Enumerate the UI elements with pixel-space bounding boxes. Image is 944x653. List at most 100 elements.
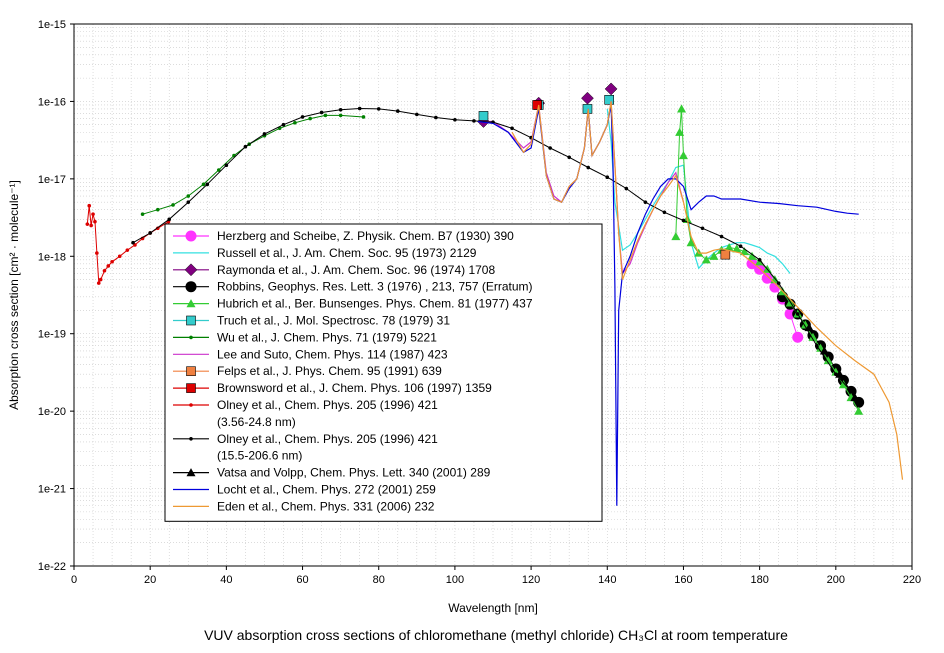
data-point: [281, 122, 286, 127]
legend-label: Russell et al., J. Am. Chem. Soc. 95 (19…: [217, 246, 477, 260]
data-point: [681, 218, 686, 223]
data-point: [293, 120, 297, 125]
data-point: [784, 308, 796, 320]
data-point: [709, 251, 719, 260]
y-axis-label: Absorption cross section [cm² · molecule…: [7, 180, 21, 410]
y-tick-label: 1e-21: [38, 484, 66, 496]
data-point: [186, 383, 196, 393]
y-tick-label: 1e-18: [38, 251, 66, 263]
data-point: [739, 247, 749, 256]
data-point: [795, 312, 800, 316]
data-point: [720, 249, 731, 260]
data-point: [453, 117, 457, 122]
x-tick-label: 160: [674, 574, 692, 586]
legend-label: Truch et al., J. Mol. Spectrosc. 78 (197…: [217, 314, 450, 328]
x-tick-label: 40: [220, 574, 232, 586]
data-point: [732, 244, 742, 253]
plot-frame: [73, 23, 913, 567]
data-point: [532, 100, 542, 110]
legend-item: Wu et al., J. Chem. Phys. 71 (1979) 5221: [173, 330, 437, 344]
legend-label: Brownsword et al., J. Chem. Phys. 106 (1…: [217, 381, 492, 395]
legend-item: Vatsa and Volpp, Chem. Phys. Lett. 340 (…: [173, 466, 491, 480]
data-point: [678, 151, 688, 160]
legend-label: Lee and Suto, Chem. Phys. 114 (1987) 423: [217, 347, 448, 361]
legend-label: Robbins, Geophys. Res. Lett. 3 (1976) , …: [217, 280, 533, 294]
y-tick-label: 1e-17: [38, 174, 66, 186]
legend-item: Robbins, Geophys. Res. Lett. 3 (1976) , …: [173, 280, 533, 294]
series-14: [511, 101, 904, 480]
data-point: [510, 126, 514, 131]
data-point: [131, 240, 135, 245]
legend-item: Eden et al., Chem. Phys. 331 (2006) 232: [173, 499, 435, 513]
data-point: [835, 369, 845, 378]
data-point: [823, 356, 833, 365]
data-point: [677, 104, 687, 113]
axis-ticks: 0 20 40 60 80 100 120 140 160 180 200 220 1e-15 1e-16…: [38, 19, 921, 586]
data-point: [776, 281, 781, 285]
data-point: [95, 251, 99, 255]
legend-item: Lee and Suto, Chem. Phys. 114 (1987) 423: [173, 347, 448, 361]
data-point: [110, 259, 114, 264]
data-point: [838, 380, 848, 389]
data-point: [850, 393, 860, 402]
legend-label-note: (3.56-24.8 nm): [217, 415, 296, 429]
legend-label: Wu et al., J. Chem. Phys. 71 (1979) 5221: [217, 330, 437, 344]
x-tick-label: 220: [903, 574, 921, 586]
data-point: [156, 207, 160, 212]
data-point: [434, 115, 438, 120]
legend-label: Olney et al., Chem. Phys. 205 (1996) 421: [217, 398, 438, 412]
data-point: [186, 366, 196, 377]
series-10: [85, 203, 171, 285]
data-point: [605, 175, 610, 180]
data-point: [102, 268, 107, 273]
data-point: [738, 244, 743, 248]
series-12: [804, 323, 860, 402]
data-point: [243, 144, 248, 149]
data-point: [859, 400, 863, 405]
data-point: [262, 132, 267, 136]
data-point: [185, 230, 197, 242]
data-point: [117, 254, 122, 259]
data-point: [308, 116, 312, 121]
data-point: [376, 107, 381, 111]
data-point: [205, 182, 210, 187]
legend-label-note: (15.5-206.6 nm): [217, 449, 302, 463]
data-point: [184, 263, 198, 277]
legend-label: Hubrich et al., Ber. Bunsenges. Phys. Ch…: [217, 297, 533, 311]
data-point: [808, 332, 818, 341]
data-point: [189, 403, 193, 407]
series-11: [131, 106, 863, 405]
data-point: [186, 194, 191, 198]
x-tick-label: 0: [71, 574, 77, 586]
data-point: [338, 113, 343, 118]
data-point: [186, 468, 196, 477]
y-tick-label: 1e-19: [38, 329, 66, 341]
legend-item: Hubrich et al., Ber. Bunsenges. Phys. Ch…: [173, 297, 533, 311]
data-point: [675, 127, 685, 136]
data-point: [148, 231, 152, 235]
data-point: [700, 226, 705, 231]
data-point: [757, 258, 762, 262]
x-tick-label: 80: [373, 574, 385, 586]
legend-label: Olney et al., Chem. Phys. 205 (1996) 421: [217, 432, 438, 446]
legend-label: Locht et al., Chem. Phys. 272 (2001) 259: [217, 483, 436, 497]
series-5: [478, 94, 614, 121]
y-tick-label: 1e-16: [38, 96, 66, 108]
data-point: [472, 119, 476, 123]
series-0: [746, 258, 804, 343]
series-6: [140, 113, 366, 216]
legend-item: Herzberg and Scheibe, Z. Physik. Chem. B…: [173, 229, 514, 243]
data-point: [604, 94, 614, 105]
y-tick-label: 1e-22: [38, 561, 66, 573]
data-point: [189, 437, 193, 441]
data-point: [167, 217, 172, 222]
x-tick-label: 20: [144, 574, 156, 586]
chart-caption: VUV absorption cross sections of chlorom…: [204, 627, 788, 643]
data-point: [792, 331, 804, 343]
x-tick-label: 120: [522, 574, 540, 586]
series-line: [142, 114, 364, 215]
data-point: [819, 346, 829, 355]
legend-item: Brownsword et al., J. Chem. Phys. 106 (1…: [173, 381, 492, 395]
data-point: [85, 222, 90, 226]
data-point: [201, 182, 206, 187]
